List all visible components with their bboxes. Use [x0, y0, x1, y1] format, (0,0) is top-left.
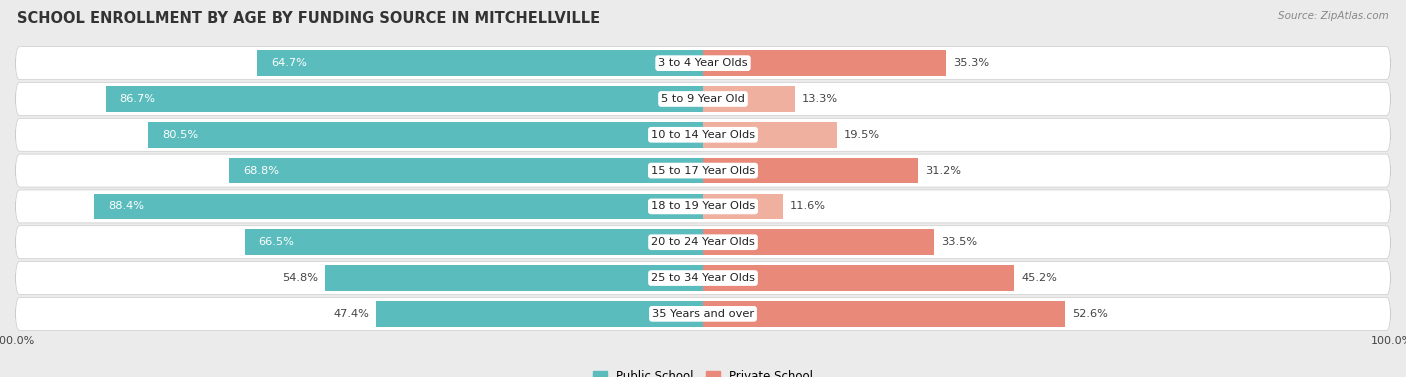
Text: 20 to 24 Year Olds: 20 to 24 Year Olds [651, 237, 755, 247]
Text: 5 to 9 Year Old: 5 to 9 Year Old [661, 94, 745, 104]
Text: 88.4%: 88.4% [108, 201, 143, 211]
Text: 64.7%: 64.7% [271, 58, 307, 68]
Text: 10 to 14 Year Olds: 10 to 14 Year Olds [651, 130, 755, 140]
Text: 80.5%: 80.5% [162, 130, 198, 140]
Text: 45.2%: 45.2% [1021, 273, 1057, 283]
Bar [377, 301, 703, 327]
FancyBboxPatch shape [15, 226, 1391, 259]
Text: 25 to 34 Year Olds: 25 to 34 Year Olds [651, 273, 755, 283]
Bar [94, 193, 703, 219]
Text: 3 to 4 Year Olds: 3 to 4 Year Olds [658, 58, 748, 68]
Text: 68.8%: 68.8% [243, 166, 278, 176]
FancyBboxPatch shape [15, 297, 1391, 330]
Bar [257, 50, 703, 76]
Legend: Public School, Private School: Public School, Private School [586, 364, 820, 377]
Bar [149, 122, 703, 148]
Text: 35 Years and over: 35 Years and over [652, 309, 754, 319]
Text: 66.5%: 66.5% [259, 237, 294, 247]
Text: 33.5%: 33.5% [941, 237, 977, 247]
FancyBboxPatch shape [15, 83, 1391, 115]
Bar [703, 50, 946, 76]
FancyBboxPatch shape [15, 190, 1391, 223]
FancyBboxPatch shape [15, 47, 1391, 80]
Text: 47.4%: 47.4% [333, 309, 370, 319]
Bar [703, 122, 838, 148]
FancyBboxPatch shape [15, 118, 1391, 151]
Text: 35.3%: 35.3% [953, 58, 990, 68]
Bar [229, 158, 703, 184]
Bar [703, 158, 918, 184]
Bar [703, 193, 783, 219]
Bar [105, 86, 703, 112]
Bar [703, 86, 794, 112]
FancyBboxPatch shape [15, 262, 1391, 294]
Text: 19.5%: 19.5% [844, 130, 880, 140]
Text: 11.6%: 11.6% [790, 201, 825, 211]
Text: 13.3%: 13.3% [801, 94, 838, 104]
Text: 31.2%: 31.2% [925, 166, 960, 176]
Bar [703, 301, 1066, 327]
Bar [325, 265, 703, 291]
Text: 54.8%: 54.8% [283, 273, 319, 283]
Text: 18 to 19 Year Olds: 18 to 19 Year Olds [651, 201, 755, 211]
Bar [245, 229, 703, 255]
Bar [703, 229, 934, 255]
Text: 86.7%: 86.7% [120, 94, 156, 104]
Text: Source: ZipAtlas.com: Source: ZipAtlas.com [1278, 11, 1389, 21]
FancyBboxPatch shape [15, 154, 1391, 187]
Text: SCHOOL ENROLLMENT BY AGE BY FUNDING SOURCE IN MITCHELLVILLE: SCHOOL ENROLLMENT BY AGE BY FUNDING SOUR… [17, 11, 600, 26]
Text: 52.6%: 52.6% [1073, 309, 1108, 319]
Text: 15 to 17 Year Olds: 15 to 17 Year Olds [651, 166, 755, 176]
Bar [703, 265, 1014, 291]
